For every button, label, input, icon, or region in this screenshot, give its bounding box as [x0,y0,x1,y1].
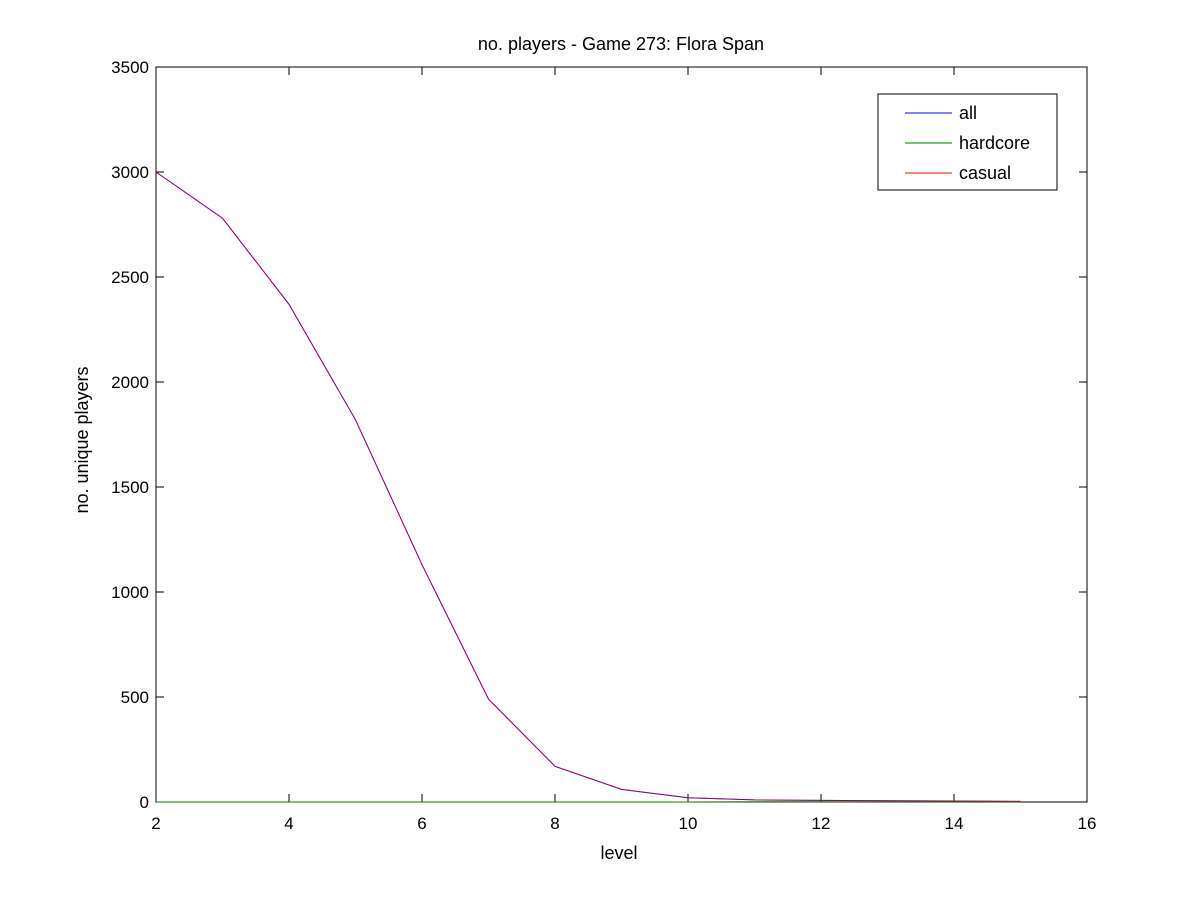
y-tick-label: 1500 [111,478,149,497]
x-tick-label: 4 [284,814,293,833]
x-tick-label: 16 [1078,814,1097,833]
y-tick-label: 500 [121,688,149,707]
x-tick-label: 10 [679,814,698,833]
legend-label-hardcore: hardcore [959,133,1030,153]
x-axis-label: level [600,843,637,863]
legend-label-all: all [959,103,977,123]
legend-label-casual: casual [959,163,1011,183]
x-tick-label: 8 [550,814,559,833]
y-axis-label: no. unique players [72,366,92,513]
y-tick-label: 3000 [111,163,149,182]
y-tick-label: 2000 [111,373,149,392]
legend: all hardcore casual [878,94,1057,190]
y-tick-label: 2500 [111,268,149,287]
y-tick-label: 3500 [111,58,149,77]
y-tick-label: 1000 [111,583,149,602]
x-tick-label: 2 [151,814,160,833]
chart-title: no. players - Game 273: Flora Span [478,34,764,54]
x-tick-label: 12 [812,814,831,833]
x-tick-label: 6 [417,814,426,833]
y-tick-label: 0 [140,793,149,812]
x-tick-label: 14 [945,814,964,833]
